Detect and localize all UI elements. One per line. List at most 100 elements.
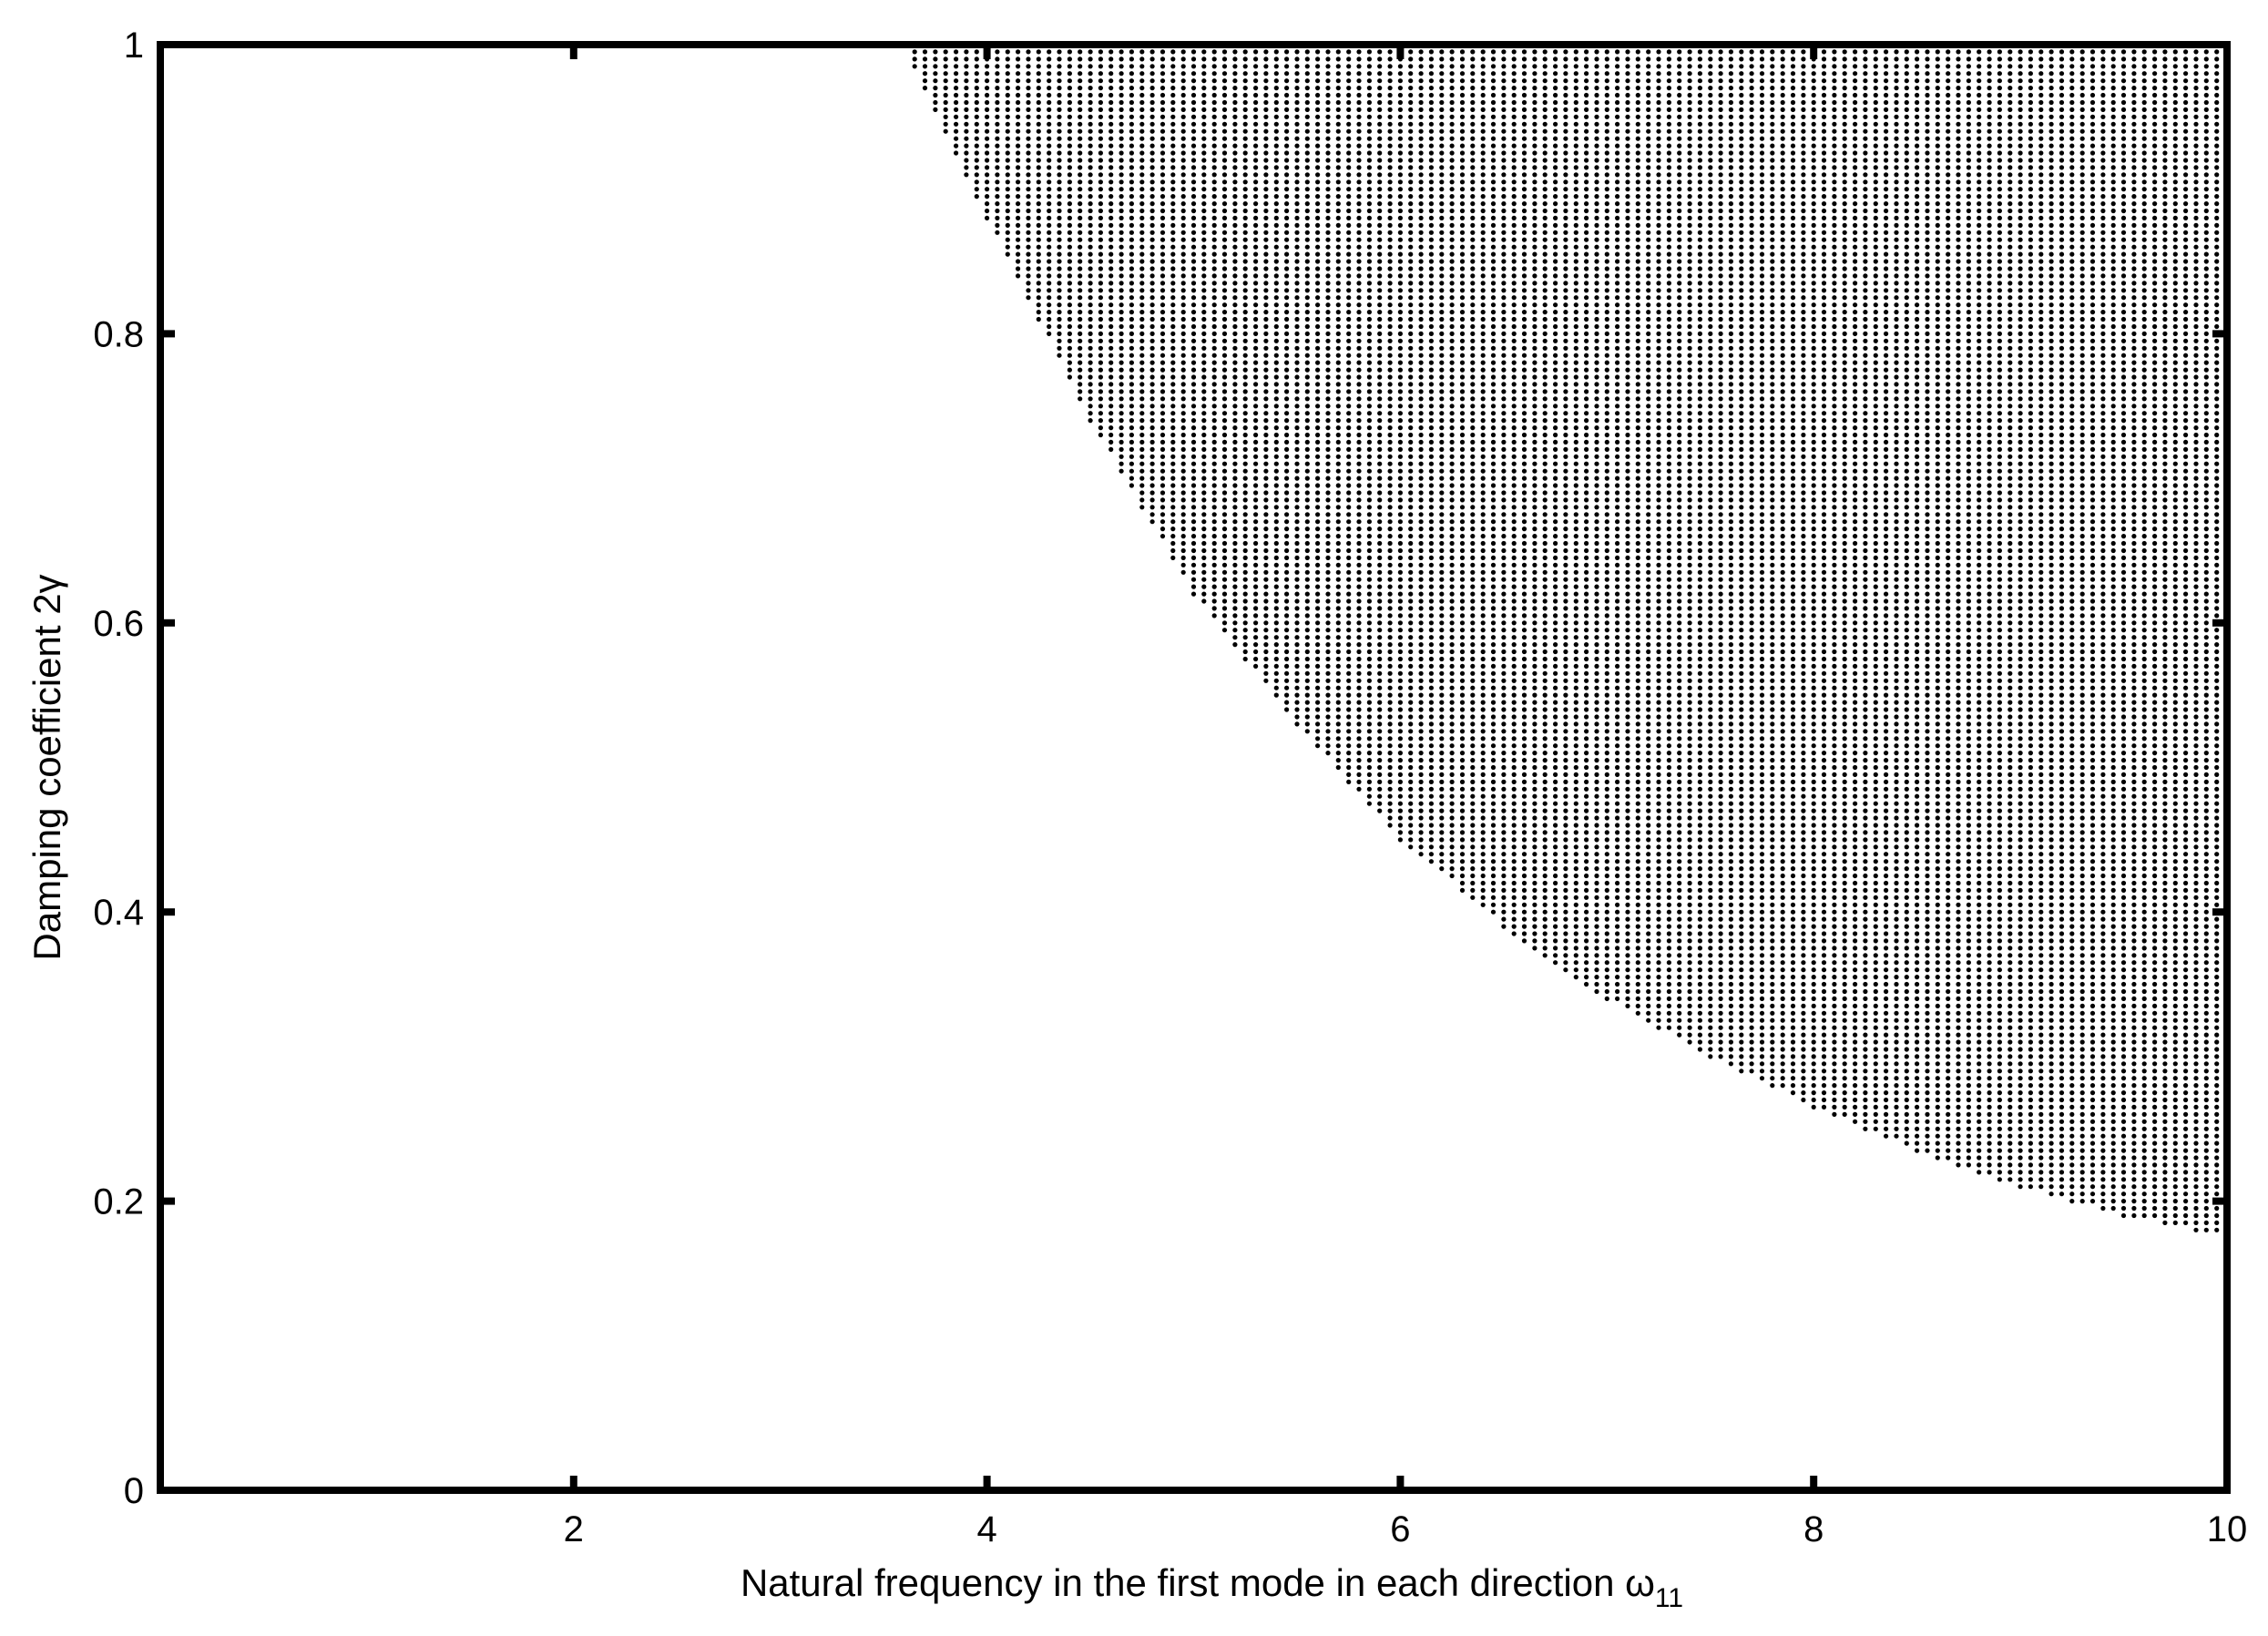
- data-point: [1211, 172, 1217, 178]
- data-point: [1190, 107, 1197, 112]
- data-point: [1428, 316, 1434, 322]
- data-point: [1397, 483, 1403, 488]
- data-point: [1273, 547, 1279, 554]
- data-point: [1387, 418, 1393, 424]
- data-point: [985, 121, 990, 127]
- data-point: [1459, 323, 1466, 330]
- data-point: [1397, 288, 1403, 293]
- data-point: [1387, 259, 1393, 264]
- data-point: [1026, 194, 1031, 199]
- data-point: [1511, 613, 1517, 619]
- data-point: [1408, 323, 1414, 330]
- data-point: [1149, 237, 1155, 242]
- data-point: [1273, 389, 1279, 394]
- data-point: [1294, 165, 1300, 170]
- data-point: [1190, 143, 1197, 148]
- data-point: [1377, 382, 1383, 387]
- data-point: [1408, 99, 1414, 106]
- data-point: [1439, 736, 1445, 741]
- data-point: [1253, 446, 1259, 452]
- data-point: [1356, 158, 1362, 163]
- data-point: [943, 121, 948, 127]
- data-point: [1180, 519, 1186, 525]
- data-point: [1232, 295, 1238, 301]
- data-point: [1553, 512, 1558, 517]
- data-point: [1253, 302, 1259, 308]
- data-point: [1553, 454, 1558, 459]
- data-point: [1263, 136, 1269, 141]
- data-point: [1356, 555, 1362, 561]
- data-point: [1397, 201, 1403, 207]
- data-point: [1397, 758, 1403, 763]
- data-point: [1325, 404, 1331, 409]
- data-point: [1366, 389, 1372, 394]
- data-point: [1346, 454, 1352, 459]
- data-point: [1201, 389, 1207, 394]
- data-point: [1211, 107, 1217, 112]
- data-point: [1335, 700, 1341, 705]
- data-point: [1387, 64, 1393, 69]
- data-point: [1108, 288, 1114, 293]
- data-point: [1470, 497, 1476, 503]
- data-point: [1408, 584, 1414, 589]
- data-point: [1366, 136, 1372, 141]
- data-point: [1335, 323, 1341, 330]
- data-point: [1377, 136, 1383, 141]
- data-point: [1098, 273, 1103, 279]
- data-point: [1439, 700, 1445, 705]
- data-point: [1263, 490, 1269, 496]
- data-point: [1470, 707, 1476, 712]
- data-point: [1201, 158, 1207, 163]
- data-point: [1067, 158, 1072, 163]
- data-point: [1563, 194, 1568, 199]
- data-point: [1563, 562, 1568, 567]
- data-point: [1459, 577, 1466, 582]
- data-point: [1201, 353, 1207, 358]
- data-point: [1521, 801, 1527, 806]
- data-point: [1459, 418, 1466, 424]
- data-point: [1397, 772, 1403, 778]
- data-point: [1180, 86, 1186, 91]
- data-point: [1480, 880, 1486, 886]
- data-point: [1521, 165, 1527, 170]
- data-point: [1149, 331, 1155, 336]
- data-point: [1563, 924, 1568, 929]
- data-point: [1242, 628, 1248, 633]
- data-point: [1201, 382, 1207, 387]
- data-point: [1139, 86, 1145, 91]
- data-point: [1221, 577, 1228, 582]
- data-point: [1553, 172, 1558, 178]
- data-point: [1511, 852, 1517, 857]
- data-point: [1315, 345, 1321, 351]
- data-point: [1542, 620, 1548, 626]
- data-point: [1180, 114, 1186, 119]
- data-point: [1170, 281, 1176, 286]
- data-point: [1511, 259, 1517, 264]
- data-point: [1532, 404, 1538, 409]
- data-point: [1325, 483, 1331, 488]
- data-point: [1180, 432, 1186, 438]
- data-point: [1553, 714, 1558, 720]
- data-point: [1273, 374, 1279, 380]
- data-point: [1553, 736, 1558, 741]
- data-point: [1439, 584, 1445, 589]
- data-point: [1563, 483, 1568, 488]
- data-point: [1397, 534, 1403, 539]
- data-point: [1397, 628, 1403, 633]
- data-point: [1408, 758, 1414, 763]
- data-point: [1315, 598, 1321, 604]
- data-point: [1490, 281, 1497, 286]
- data-point: [1221, 606, 1228, 611]
- data-point: [1180, 547, 1186, 554]
- data-point: [1149, 338, 1155, 343]
- data-point: [1346, 64, 1352, 69]
- data-point: [1532, 497, 1538, 503]
- data-point: [1521, 215, 1527, 220]
- data-point: [1242, 497, 1248, 503]
- data-point: [1532, 707, 1538, 712]
- data-point: [1563, 439, 1568, 445]
- data-point: [1098, 367, 1103, 373]
- data-point: [1139, 345, 1145, 351]
- data-point: [1408, 266, 1414, 271]
- data-point: [1273, 527, 1279, 532]
